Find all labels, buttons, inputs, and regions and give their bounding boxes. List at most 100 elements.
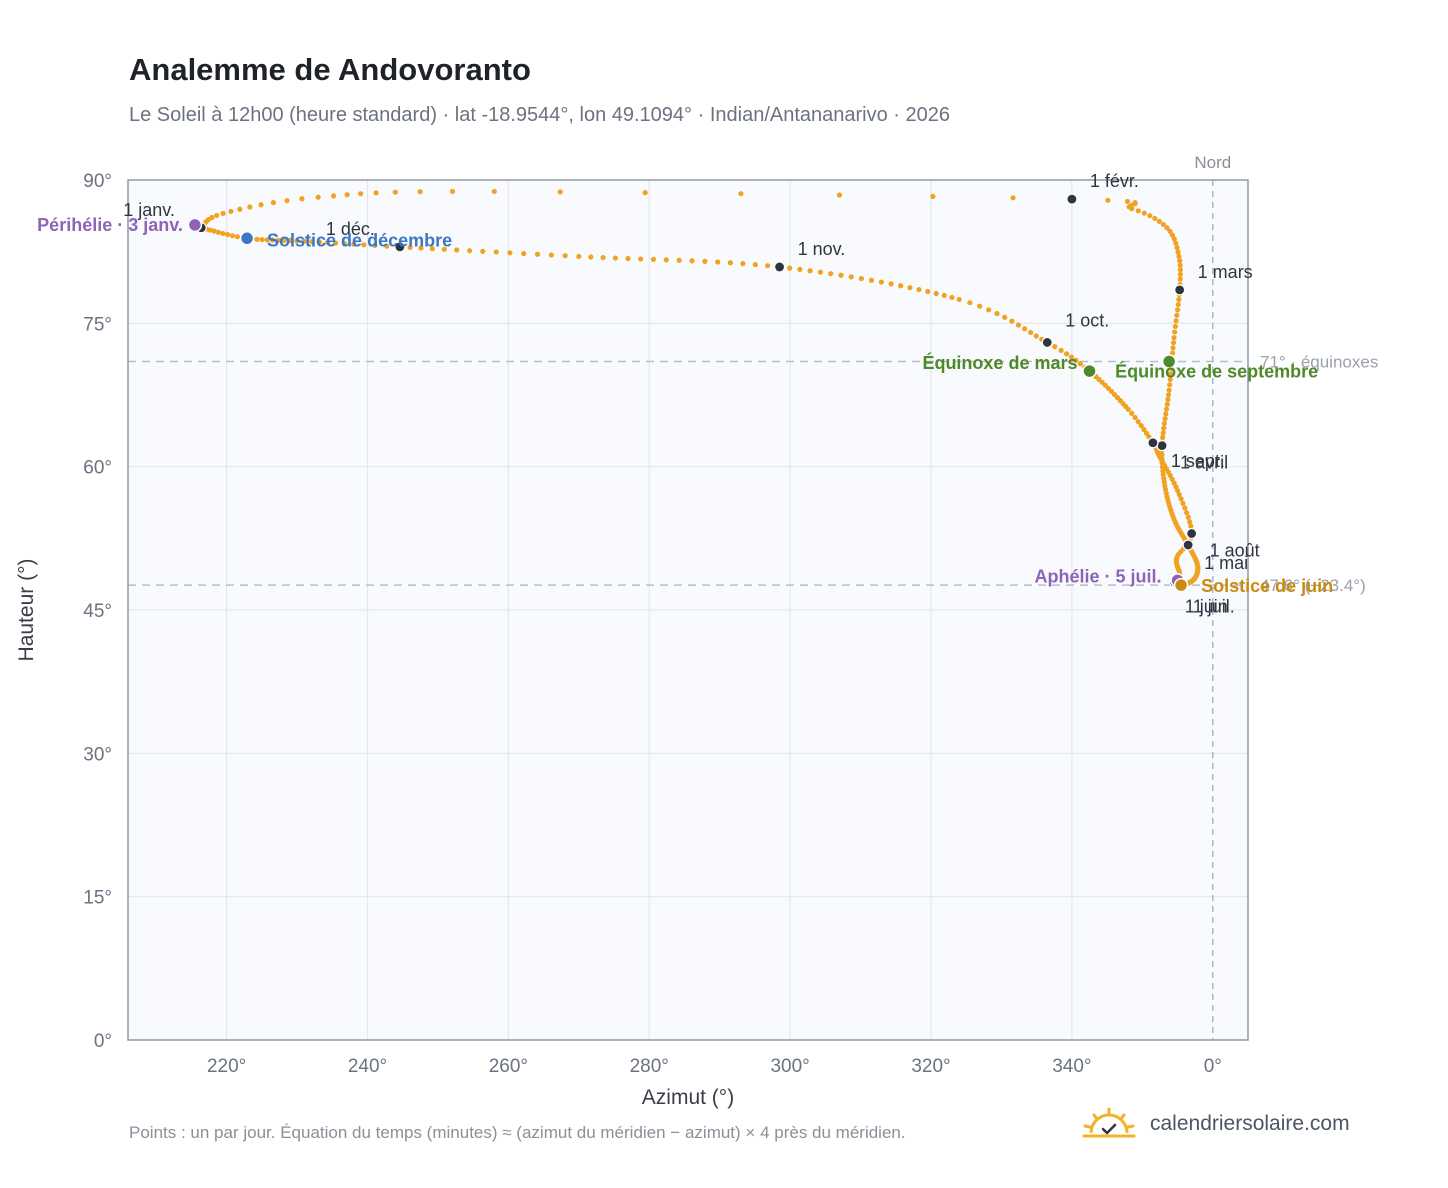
analemma-day-point <box>1175 249 1181 255</box>
x-tick-label: 220° <box>207 1056 246 1077</box>
analemma-day-point <box>209 214 215 221</box>
analemma-day-point <box>330 193 337 199</box>
analemma-day-point <box>284 197 290 204</box>
analemma-day-point <box>727 260 733 266</box>
event-marker <box>1082 363 1097 379</box>
analemma-day-point <box>941 292 947 299</box>
analemma-day-point <box>211 228 217 234</box>
analemma-day-point <box>454 247 460 253</box>
analemma-day-point <box>612 255 619 261</box>
analemma-day-point <box>638 256 644 262</box>
y-tick-label: 45° <box>83 601 112 622</box>
analemma-day-point <box>341 241 347 247</box>
analemma-day-point <box>1164 401 1170 407</box>
analemma-day-point <box>933 290 939 297</box>
analemma-day-point <box>848 274 854 280</box>
analemma-day-point <box>351 241 357 247</box>
analemma-day-point <box>264 237 270 243</box>
analemma-day-point <box>358 191 364 197</box>
analemma-day-point <box>1052 344 1058 350</box>
y-axis-ticks: 0° 15° 30° 45° 60° 75° 90° <box>83 171 112 1052</box>
analemma-day-point <box>949 294 955 301</box>
analemma-day-point <box>1165 392 1172 398</box>
month-label: 1 janv. <box>123 200 175 220</box>
analemma-day-point <box>1147 213 1153 219</box>
analemma-day-point <box>534 251 541 257</box>
analemma-day-point <box>1167 376 1173 383</box>
analemma-day-point <box>1175 301 1181 308</box>
y-tick-label: 0° <box>94 1031 112 1052</box>
analemma-day-point <box>1170 345 1176 351</box>
analemma-day-point <box>315 194 321 200</box>
analemma-day-point <box>1176 253 1182 260</box>
analemma-day-point <box>1132 414 1138 421</box>
grid-lines <box>128 180 1248 1040</box>
x-tick-label: 320° <box>911 1056 950 1077</box>
analemma-day-point <box>1177 267 1183 273</box>
analemma-day-point <box>333 240 339 246</box>
analemma-day-point <box>418 245 424 251</box>
analemma-day-point <box>467 248 473 254</box>
analemma-day-point <box>441 246 447 252</box>
analemma-day-point <box>1105 197 1111 203</box>
analemma-day-point <box>1156 218 1162 224</box>
month-marker <box>1066 193 1078 205</box>
analemma-day-point <box>925 288 931 295</box>
y-tick-label: 60° <box>83 458 112 479</box>
analemma-day-point <box>407 244 413 251</box>
event-label: Aphélie · 5 juil. <box>1035 566 1162 586</box>
analemma-day-point <box>1033 333 1039 339</box>
analemma-day-point <box>309 238 315 245</box>
event-label: Équinoxe de septembre <box>1115 361 1318 382</box>
analemma-day-point <box>1172 323 1178 330</box>
analemma-day-point <box>740 261 746 267</box>
event-markers: Périhélie · 3 janv. Solstice de décembre É… <box>37 215 1333 596</box>
analemma-day-point <box>480 248 486 254</box>
analemma-day-point <box>817 269 823 275</box>
analemma-day-point <box>702 258 708 264</box>
analemma-day-point <box>1124 198 1131 205</box>
analemma-day-point <box>807 268 813 274</box>
analemma-day-point <box>1138 422 1144 429</box>
event-marker <box>239 231 255 246</box>
analemma-day-point <box>361 242 367 248</box>
analemma-day-point <box>1160 434 1166 440</box>
analemma-day-point <box>650 256 657 262</box>
analemma-day-point <box>449 188 456 195</box>
analemma-day-point <box>1177 276 1183 282</box>
analemma-day-point <box>1177 258 1183 264</box>
analemma-day-point <box>1185 514 1191 520</box>
analemma-day-point <box>1129 410 1135 416</box>
analemma-day-point <box>715 259 721 265</box>
analemma-day-point <box>576 253 582 260</box>
analemma-day-point <box>676 257 682 263</box>
analemma-day-point <box>1182 505 1188 511</box>
analemma-day-point <box>247 204 253 210</box>
analemma-day-point <box>956 296 962 303</box>
analemma-day-point <box>1162 416 1168 422</box>
analemma-day-point <box>689 258 695 264</box>
analemma-day-point <box>1165 396 1171 403</box>
analemma-day-point <box>1163 411 1169 417</box>
analemma-day-point <box>625 255 631 262</box>
analemma-day-point <box>1174 312 1180 318</box>
analemma-day-point <box>234 234 241 240</box>
analemma-day-point <box>220 230 226 237</box>
analemma-day-point <box>493 249 499 255</box>
month-marker <box>1041 336 1053 349</box>
analemma-day-point <box>787 265 793 271</box>
analemma-day-point <box>229 233 236 239</box>
analemma-day-point <box>977 303 983 309</box>
analemma-day-point <box>269 237 276 243</box>
analemma-day-point <box>287 237 293 244</box>
analemma-day-point <box>1068 354 1075 360</box>
analemma-day-point <box>1161 420 1168 427</box>
brand[interactable]: calendriersolaire.com <box>1082 1104 1350 1144</box>
analemma-day-point <box>392 189 398 195</box>
analemma-day-point <box>1174 245 1180 251</box>
reference-label: 71° · équinoxes <box>1260 353 1378 372</box>
analemma-day-point <box>344 192 350 198</box>
analemma-day-point <box>1163 406 1170 412</box>
x-tick-label: 260° <box>489 1056 528 1077</box>
